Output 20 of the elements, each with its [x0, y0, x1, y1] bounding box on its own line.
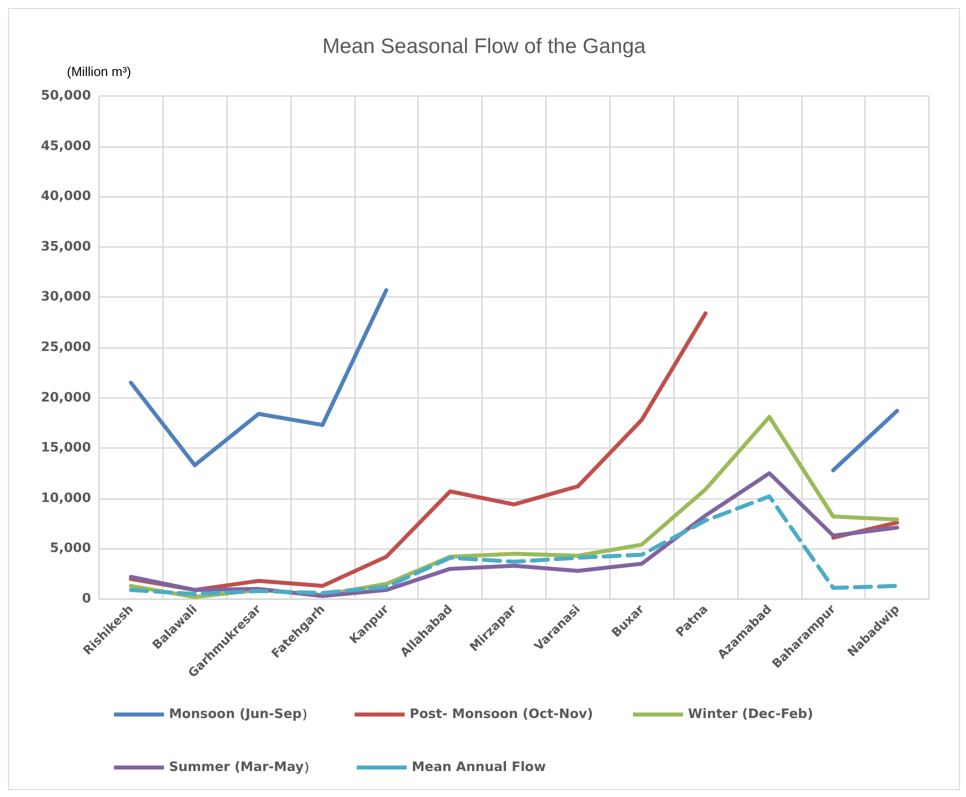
y-tick-label: 5,000 [50, 541, 91, 556]
legend-label: Mean Annual Flow [412, 760, 546, 775]
legend-label: Summer (Mar-May） [169, 760, 317, 775]
legend-label: Monsoon (Jun-Sep） [169, 707, 315, 722]
y-tick-label: 15,000 [40, 440, 91, 456]
y-tick-label: 35,000 [40, 239, 91, 254]
chart-title: Mean Seasonal Flow of the Ganga [322, 35, 646, 58]
y-tick-label: 25,000 [40, 340, 91, 355]
y-tick-label: 10,000 [40, 490, 91, 506]
y-tick-label: 20,000 [40, 390, 91, 406]
legend-label: Post- Monsoon (Oct-Nov) [410, 707, 594, 722]
legend-label: Winter (Dec-Feb) [688, 707, 814, 722]
y-axis-title: (Million m³) [66, 64, 132, 79]
y-tick-label: 0 [82, 592, 91, 606]
y-tick-label: 45,000 [40, 138, 91, 154]
y-tick-label: 50,000 [40, 88, 91, 104]
y-tick-label: 30,000 [40, 290, 91, 305]
line-series [128, 471, 900, 598]
line-series [128, 494, 900, 596]
y-tick-label: 40,000 [40, 189, 91, 204]
